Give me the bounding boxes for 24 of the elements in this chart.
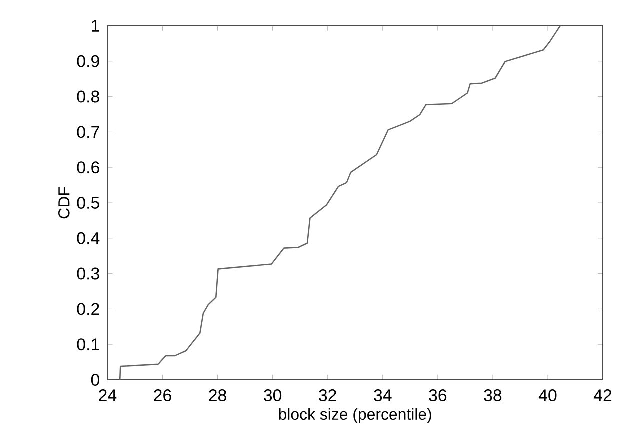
x-tick-label: 26 (154, 390, 172, 402)
x-tick-label: 30 (264, 390, 282, 402)
y-tick-label: 0.1 (77, 338, 100, 351)
x-tick-label: 28 (209, 390, 226, 402)
x-tick-label: 36 (429, 390, 447, 402)
y-tick-label: 1 (92, 20, 100, 32)
y-tick-label: 0.7 (77, 126, 100, 138)
x-tick-label: 34 (374, 390, 392, 402)
x-tick-label: 38 (484, 390, 502, 402)
x-tick-label: 42 (594, 390, 612, 402)
x-axis-title: block size (percentile) (279, 408, 432, 424)
y-tick-label: 0.9 (77, 55, 100, 68)
y-tick-label: 0.2 (77, 303, 100, 316)
x-tick-label: 40 (538, 390, 557, 402)
y-tick-label: 0.3 (77, 268, 100, 280)
y-tick-label: 0 (91, 374, 100, 386)
x-tick-label: 32 (319, 390, 336, 402)
y-tick-label: 0.8 (77, 90, 100, 103)
y-axis-title: CDF (58, 187, 70, 219)
line-series (119, 26, 562, 380)
y-tick-label: 0.6 (77, 162, 100, 174)
y-tick-label: 0.4 (77, 232, 100, 244)
y-tick-label: 0.5 (77, 197, 100, 209)
x-tick-label: 24 (99, 390, 117, 402)
